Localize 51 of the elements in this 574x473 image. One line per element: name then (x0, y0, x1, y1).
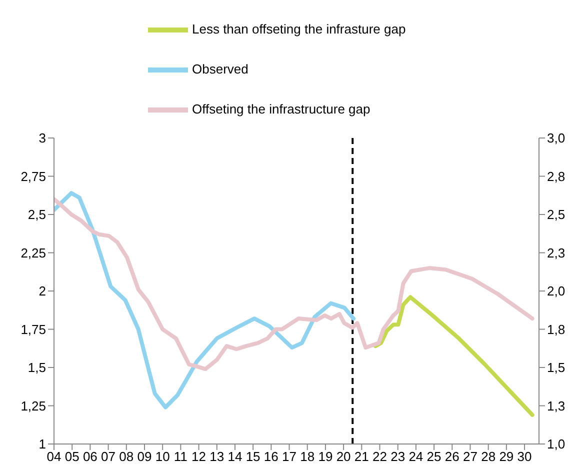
y2-tick-label: 2,5 (547, 207, 566, 222)
y2-tick-label: 2,8 (547, 168, 566, 184)
x-tick-label: 06 (82, 449, 98, 464)
x-tick-label: 18 (300, 449, 315, 464)
y-tick-label: 2,25 (20, 245, 46, 260)
x-tick-label: 04 (46, 449, 62, 464)
x-tick-label: 25 (426, 449, 442, 464)
x-tick-label: 24 (408, 449, 424, 464)
x-tick-label: 16 (264, 449, 278, 464)
x-tick-label: 15 (246, 449, 260, 464)
legend-label: Offseting the infrastructure gap (192, 101, 370, 116)
x-tick-label: 21 (354, 449, 369, 464)
x-tick-label: 14 (228, 449, 242, 464)
y-tick-label: 1 (38, 436, 46, 452)
y-tick-label: 2,75 (20, 168, 46, 184)
y2-tick-label: 2,0 (547, 284, 566, 299)
x-tick-label: 29 (499, 449, 514, 464)
x-tick-label: 23 (390, 449, 406, 464)
x-tick-label: 13 (210, 449, 224, 464)
x-tick-label: 28 (481, 449, 496, 464)
x-tick-label: 09 (137, 449, 152, 464)
x-tick-label: 30 (517, 449, 532, 464)
y-tick-label: 3 (38, 130, 46, 146)
line-series (54, 197, 534, 372)
x-tick-label: 11 (174, 449, 188, 464)
x-tick-label: 08 (119, 449, 134, 464)
x-tick-label: 22 (372, 449, 387, 464)
y2-tick-label: 3,0 (547, 130, 566, 146)
x-tick-label: 19 (318, 449, 333, 464)
line-series (373, 295, 534, 417)
x-tick-label: 17 (282, 449, 296, 464)
x-tick-label: 12 (192, 449, 206, 464)
x-tick-label: 27 (462, 449, 478, 464)
legend-label: Observed (192, 61, 248, 76)
x-tick-label: 07 (101, 449, 116, 464)
y-tick-label: 2 (38, 284, 46, 299)
line-series (54, 191, 356, 410)
x-tick-label: 05 (64, 449, 80, 464)
y-tick-label: 1,5 (28, 360, 46, 376)
y2-tick-label: 1,3 (547, 398, 566, 414)
y-tick-label: 1,75 (20, 322, 46, 337)
y2-tick-label: 1,5 (547, 360, 566, 376)
y2-tick-label: 1,0 (547, 436, 566, 452)
x-tick-label: 10 (155, 449, 170, 464)
y2-tick-label: 1,8 (547, 322, 566, 337)
x-tick-label: 20 (336, 449, 351, 464)
y-tick-label: 1,25 (20, 398, 46, 414)
y-tick-label: 2,5 (28, 207, 46, 222)
legend-label: Less than offseting the infrasture gap (192, 21, 406, 36)
y2-tick-label: 2,3 (547, 245, 566, 260)
x-tick-label: 26 (444, 449, 460, 464)
